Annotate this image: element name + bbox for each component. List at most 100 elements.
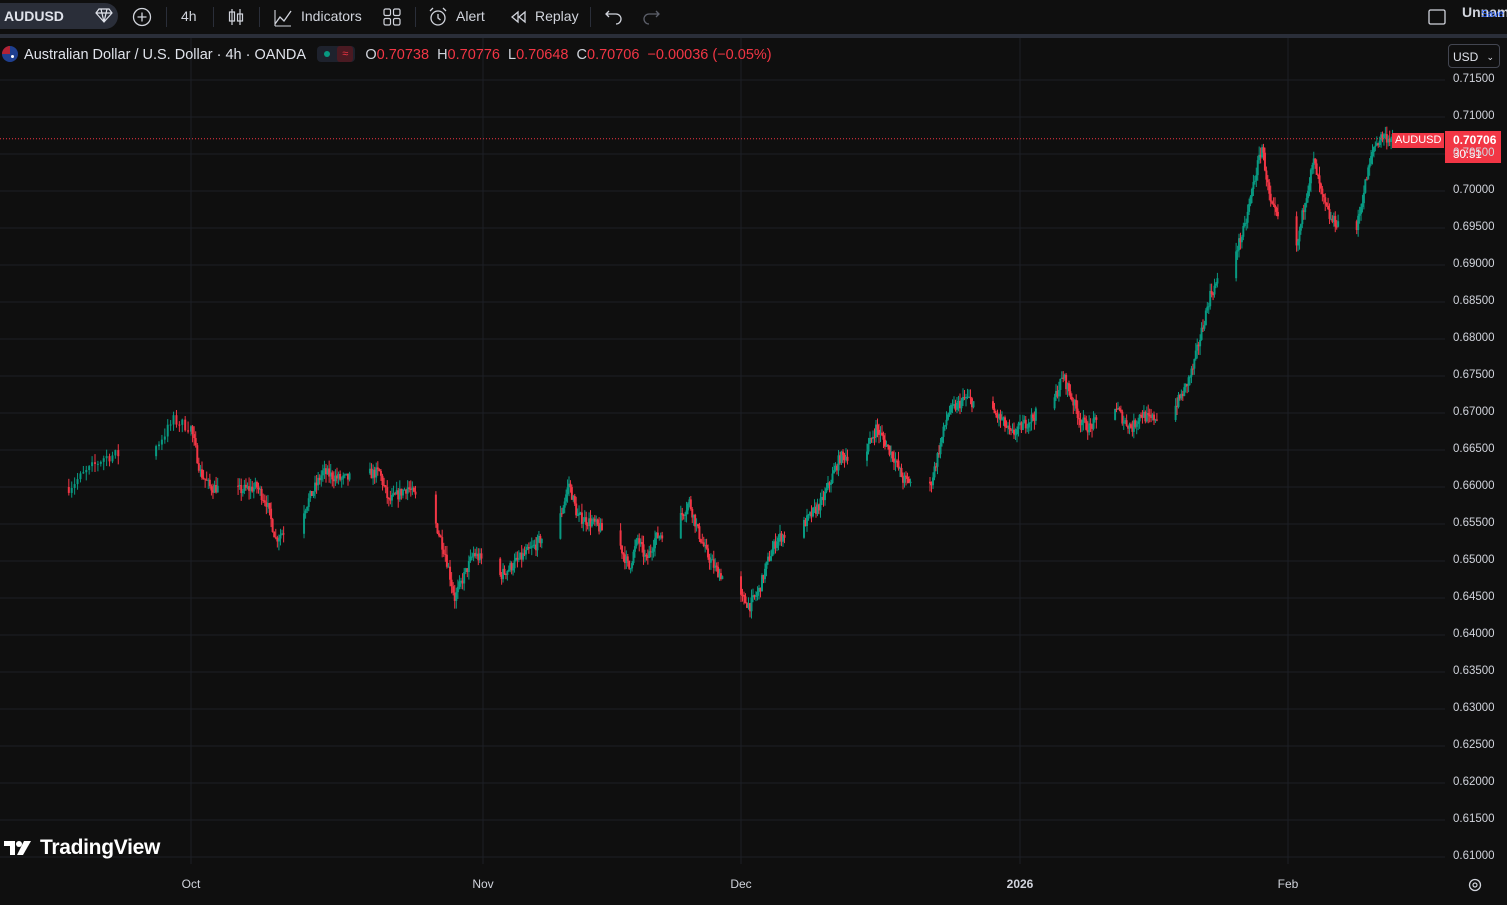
replay-icon[interactable] xyxy=(507,6,529,28)
candle-body xyxy=(743,595,745,597)
candle-body xyxy=(776,541,778,549)
alert-button[interactable]: Alert xyxy=(456,8,485,24)
candle-body xyxy=(540,538,543,544)
candle-body xyxy=(240,485,243,494)
price-tick-label: 0.70500 xyxy=(1453,147,1495,159)
candle-body xyxy=(962,397,964,401)
time-tick-label: Oct xyxy=(181,877,201,891)
candle-body xyxy=(452,586,455,593)
candle-body xyxy=(1116,408,1119,410)
candle-body xyxy=(635,539,638,547)
candle-body xyxy=(1026,427,1029,429)
indicators-icon[interactable] xyxy=(272,6,294,28)
candle-body xyxy=(1361,203,1364,208)
candle-body xyxy=(474,553,477,557)
candle-body xyxy=(1314,158,1317,164)
candle-body xyxy=(1023,419,1026,424)
candle-body xyxy=(777,537,780,542)
candle-body xyxy=(252,487,255,492)
candle-body xyxy=(945,419,948,426)
candle-body xyxy=(632,551,635,564)
candle-body xyxy=(1236,250,1239,252)
indicators-button[interactable]: Indicators xyxy=(301,8,362,24)
candles-icon[interactable] xyxy=(225,6,247,28)
candle-body xyxy=(274,537,277,539)
layout-name[interactable]: Unnamed xyxy=(1462,4,1507,20)
candle-body xyxy=(537,536,540,538)
candle-body xyxy=(887,444,889,446)
candle-body xyxy=(1311,164,1314,170)
candle-body xyxy=(1118,408,1121,410)
price-tick-label: 0.65500 xyxy=(1453,517,1495,529)
candle-body xyxy=(1190,368,1193,377)
candle-body xyxy=(1014,434,1017,436)
currency-select[interactable]: USD ⌄ xyxy=(1448,44,1500,68)
candle-body xyxy=(456,586,459,593)
symbol-search[interactable]: AUDUSD xyxy=(0,3,118,29)
alert-icon[interactable] xyxy=(427,6,449,28)
add-symbol-icon[interactable] xyxy=(131,6,153,28)
candle-body xyxy=(211,490,214,493)
candle-body xyxy=(314,482,317,492)
candle-body xyxy=(507,569,510,572)
redo-icon[interactable] xyxy=(640,6,662,28)
settings-icon[interactable] xyxy=(1467,877,1483,893)
candle-body xyxy=(263,500,266,503)
candle-body xyxy=(578,513,581,516)
candle-body xyxy=(458,581,461,587)
candle-body xyxy=(169,424,172,426)
candle-body xyxy=(175,415,178,425)
candle-body xyxy=(661,535,664,539)
candle-body xyxy=(1365,179,1368,181)
candle-body xyxy=(1276,211,1279,217)
candle-body xyxy=(376,467,379,470)
save-button[interactable]: Save xyxy=(1481,9,1504,20)
candle-body xyxy=(972,401,975,408)
candle-body xyxy=(315,482,318,486)
candle-body xyxy=(882,435,885,440)
candle-body xyxy=(478,553,481,561)
candle-body xyxy=(842,451,844,455)
candle-body xyxy=(715,565,718,567)
candle-body xyxy=(1199,339,1202,347)
candle-body xyxy=(894,460,897,463)
candle-body xyxy=(768,556,771,561)
layouts-icon[interactable] xyxy=(381,6,403,28)
legend-title[interactable]: Australian Dollar / U.S. Dollar · 4h · O… xyxy=(24,47,306,63)
symbol-label: AUDUSD xyxy=(4,8,64,24)
candle-body xyxy=(1239,238,1242,243)
price-chart[interactable] xyxy=(0,38,1445,864)
candle-body xyxy=(755,595,757,597)
candle-body xyxy=(819,498,822,511)
candle-body xyxy=(82,472,85,474)
candle-body xyxy=(963,397,966,399)
candle-body xyxy=(1263,152,1266,171)
candle-body xyxy=(836,465,838,471)
candle-body xyxy=(1142,411,1145,418)
candle-body xyxy=(560,513,563,515)
candle-body xyxy=(1056,390,1059,397)
candle-body xyxy=(1308,183,1311,191)
candle-body xyxy=(375,467,378,478)
candle-body xyxy=(477,553,480,561)
candle-body xyxy=(373,469,376,478)
change-value: −0.00036 (−0.05%) xyxy=(647,47,772,63)
diamond-icon[interactable] xyxy=(94,7,114,25)
candle-body xyxy=(1193,359,1196,369)
candle-body xyxy=(191,426,194,435)
candle-body xyxy=(585,517,588,525)
undo-icon[interactable] xyxy=(603,6,625,28)
interval-button[interactable]: 4h xyxy=(181,8,197,24)
candle-body xyxy=(1024,419,1027,429)
replay-button[interactable]: Replay xyxy=(535,8,579,24)
candle-body xyxy=(697,524,699,527)
market-status-badge[interactable]: ≈ xyxy=(317,46,356,62)
fullscreen-icon[interactable] xyxy=(1426,6,1448,28)
candle-body xyxy=(469,556,472,562)
candle-body xyxy=(948,412,951,415)
tradingview-logo[interactable]: TradingView xyxy=(4,836,160,864)
candle-body xyxy=(741,594,744,596)
candle-body xyxy=(942,426,945,437)
candle-body xyxy=(1155,419,1158,421)
candle-body xyxy=(1269,193,1272,202)
